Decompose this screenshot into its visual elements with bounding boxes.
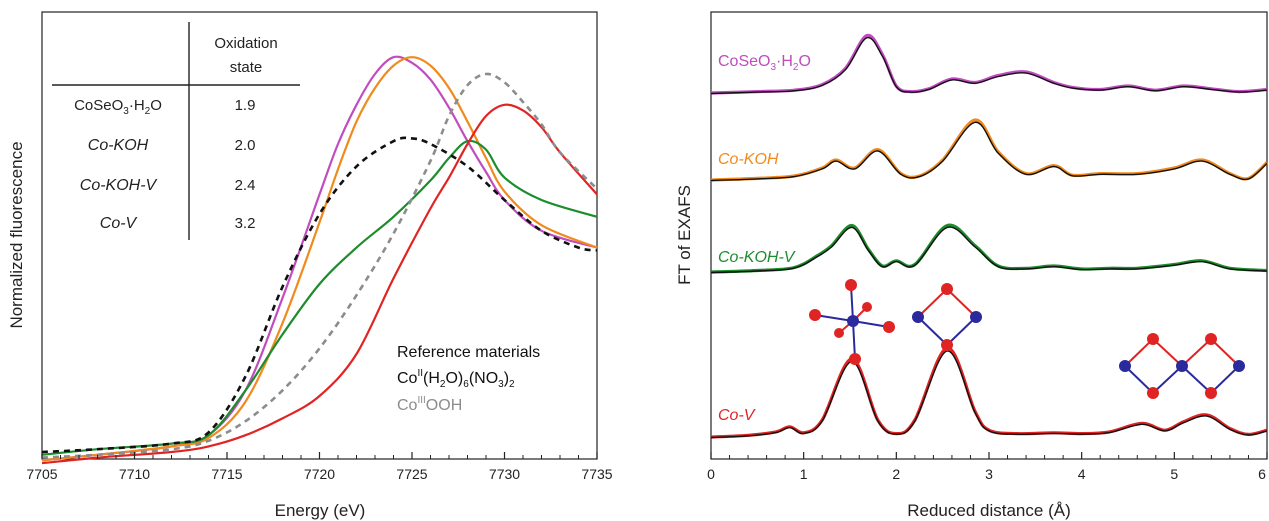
o-atom [941, 283, 953, 295]
xanes-panel: 7705 7710 7715 7720 7725 7730 7735 Energy (eV)… [7, 11, 613, 520]
exafs-tick-label: 0 [707, 466, 715, 482]
o-atom [941, 339, 953, 351]
o-atom [845, 279, 857, 291]
xanes-series-line-2 [41, 56, 598, 462]
exafs-x-ticks: 0 1 2 3 4 5 6 [707, 452, 1268, 482]
exafs-tick-label: 5 [1170, 466, 1178, 482]
exafs-tick-label: 6 [1258, 466, 1266, 482]
exafs-x-axis-label: Reduced distance (Å) [907, 501, 1070, 520]
exafs-fit-line-1 [710, 36, 1268, 95]
rhombus-structure-icon [912, 283, 982, 351]
co-atom [847, 315, 859, 327]
xanes-series-line-1 [41, 55, 598, 462]
exafs-tick-label: 2 [892, 466, 900, 482]
exafs-label-Co-V: Co-V [718, 407, 756, 424]
xanes-tick-label: 7725 [396, 466, 427, 482]
oxidation-state-table: Oxidation state CoSeO3·H2O 1.9 Co-KOH 2.… [52, 22, 300, 240]
o-atom [862, 302, 872, 312]
o-atom [1205, 333, 1217, 345]
table-row-value-Co-KOH: 2.0 [235, 137, 256, 154]
table-header-line2: state [230, 59, 263, 76]
exafs-series-line-2 [710, 118, 1269, 182]
exafs-curves [710, 33, 1269, 439]
exafs-fit-line-2 [710, 121, 1268, 182]
xanes-tick-label: 7710 [119, 466, 150, 482]
xanes-x-axis-label: Energy (eV) [275, 501, 366, 520]
table-row-value-Co-V: 3.2 [235, 215, 256, 232]
co-atom [970, 311, 982, 323]
co-atom [1233, 360, 1245, 372]
table-row-sample-CoSeO3: CoSeO3·H2O [74, 97, 162, 117]
reference-title: Reference materials [397, 344, 540, 361]
xanes-tick-label: 7715 [211, 466, 242, 482]
co-atom [1119, 360, 1131, 372]
xanes-series-line-4 [41, 103, 598, 465]
table-row-sample-Co-KOH-V: Co-KOH-V [80, 177, 158, 194]
exafs-fit-line-4 [710, 350, 1268, 439]
o-atom [1147, 387, 1159, 399]
table-row-value-CoSeO3: 1.9 [235, 97, 256, 114]
reference-coii: CoII(H2O)6(NO3)2 [397, 368, 515, 390]
table-row-value-Co-KOH-V: 2.4 [235, 177, 256, 194]
xanes-plot-frame [41, 11, 598, 460]
reference-coiii: CoIIIOOH [397, 395, 462, 414]
exafs-tick-label: 4 [1078, 466, 1086, 482]
xanes-tick-label: 7730 [489, 466, 520, 482]
xanes-series-line-5 [41, 136, 598, 454]
xanes-x-ticks: 7705 7710 7715 7720 7725 7730 7735 [26, 452, 613, 482]
exafs-panel: 0 1 2 3 4 5 6 Reduced distance (Å) FT of EXAFS… [675, 11, 1269, 520]
xanes-tick-label: 7720 [304, 466, 335, 482]
table-header-line1: Oxidation [214, 35, 277, 52]
exafs-tick-label: 3 [985, 466, 993, 482]
o-atom [1205, 387, 1217, 399]
exafs-y-axis-label: FT of EXAFS [675, 185, 694, 285]
reference-materials-legend: Reference materials CoII(H2O)6(NO3)2 CoI… [397, 344, 540, 414]
exafs-label-Co-KOH: Co-KOH [718, 151, 779, 168]
o-atom [849, 353, 861, 365]
exafs-tick-label: 1 [800, 466, 808, 482]
octahedral-structure-icon [809, 279, 895, 365]
xanes-y-axis-label: Normalized fluorescence [7, 141, 26, 328]
xanes-curves [41, 55, 598, 465]
co-atom [912, 311, 924, 323]
exafs-fit-line-3 [710, 226, 1268, 274]
table-row-sample-Co-V: Co-V [100, 215, 138, 232]
o-atom [883, 321, 895, 333]
double-rhombus-structure-icon [1119, 333, 1245, 399]
o-atom [1147, 333, 1159, 345]
xanes-tick-label: 7705 [26, 466, 57, 482]
o-atom [834, 328, 844, 338]
xanes-tick-label: 7735 [581, 466, 612, 482]
exafs-label-CoSeO3: CoSeO3·H2O [718, 53, 811, 73]
table-row-sample-Co-KOH: Co-KOH [88, 137, 149, 154]
exafs-label-Co-KOH-V: Co-KOH-V [718, 249, 796, 266]
o-atom [809, 309, 821, 321]
co-atom [1176, 360, 1188, 372]
xanes-series-line-6 [41, 72, 598, 459]
